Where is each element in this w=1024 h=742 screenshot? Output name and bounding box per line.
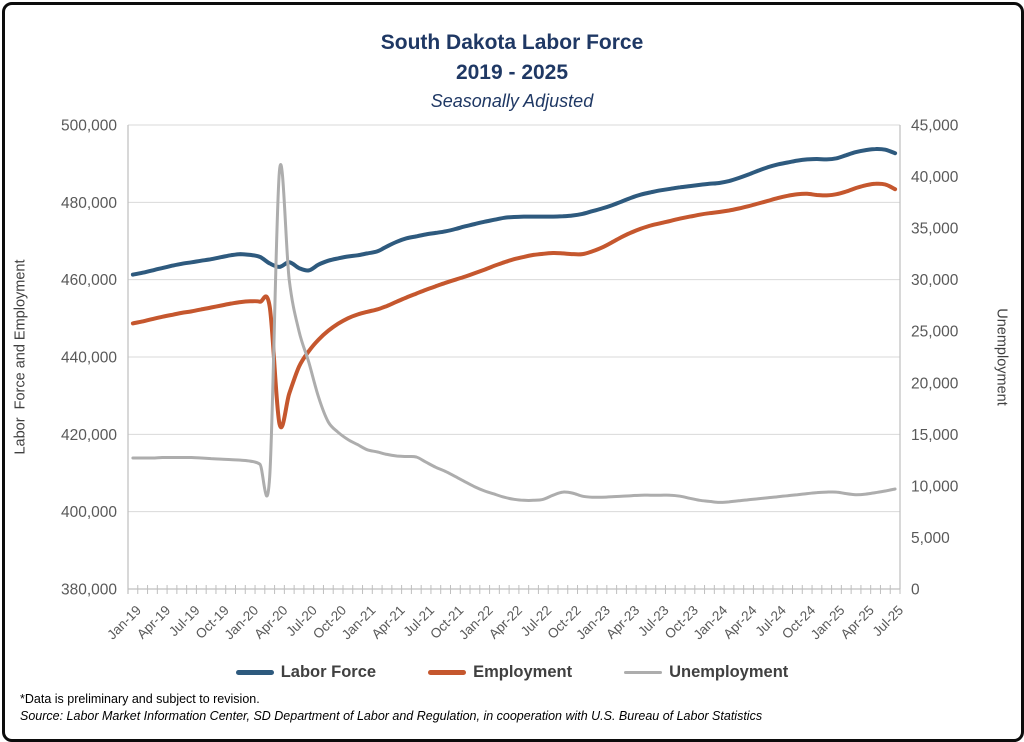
page-subtitle-years: 2019 - 2025 — [455, 61, 569, 84]
x-axis-tick-label: Apr-25 — [838, 603, 877, 642]
left-y-tick-label: 440,000 — [61, 350, 117, 367]
right-y-tick-label: 5,000 — [911, 530, 950, 547]
right-y-tick-label: 25,000 — [911, 324, 959, 341]
left-y-tick-label: 420,000 — [61, 427, 117, 444]
footnotes: *Data is preliminary and subject to revi… — [20, 691, 762, 725]
right-axis-title: Unemployment — [993, 308, 1010, 406]
page-title: South Dakota Labor Force — [380, 31, 644, 54]
legend-label-unemployment: Unemployment — [669, 663, 789, 681]
x-axis-tick-label: Apr-22 — [486, 603, 525, 642]
legend: Labor Force Employment Unemployment — [0, 663, 1024, 682]
x-axis-tick-label: Jul-25 — [870, 603, 907, 640]
right-y-tick-label: 30,000 — [911, 272, 959, 289]
right-y-tick-label: 40,000 — [911, 169, 959, 186]
legend-item-labor-force: Labor Force — [235, 663, 377, 682]
footnote-source: Source: Labor Market Information Center,… — [20, 709, 763, 723]
x-axis-tick-label: Apr-21 — [369, 603, 408, 642]
employment-line — [130, 181, 898, 430]
right-y-tick-label: 10,000 — [911, 478, 959, 495]
labor-force-line-swatch — [235, 670, 274, 675]
unemployment-line — [131, 163, 897, 504]
labor-force-line — [130, 146, 898, 277]
footnote-preliminary: *Data is preliminary and subject to revi… — [20, 692, 260, 706]
left-y-tick-label: 500,000 — [61, 118, 117, 135]
right-y-tick-label: 0 — [911, 582, 920, 599]
legend-label-labor-force: Labor Force — [280, 663, 377, 681]
right-y-tick-label: 45,000 — [911, 118, 959, 135]
left-y-tick-label: 380,000 — [61, 582, 117, 599]
right-y-tick-label: 35,000 — [911, 221, 959, 238]
left-axis-title: Labor Force and Employment — [12, 259, 29, 455]
right-y-tick-label: 20,000 — [911, 375, 959, 392]
legend-label-employment: Employment — [473, 663, 573, 681]
right-y-tick-label: 15,000 — [911, 427, 959, 444]
title-block: South Dakota Labor Force 2019 - 2025 Sea… — [0, 28, 1024, 115]
employment-line-swatch — [428, 670, 467, 675]
left-y-tick-label: 460,000 — [61, 272, 117, 289]
x-axis-tick-label: Apr-20 — [251, 603, 290, 642]
x-axis-tick-label: Apr-19 — [134, 603, 173, 642]
left-y-tick-label: 400,000 — [61, 504, 117, 521]
x-axis-tick-label: Apr-24 — [720, 602, 760, 642]
legend-item-unemployment: Unemployment — [624, 663, 788, 682]
legend-item-employment: Employment — [428, 663, 572, 682]
left-y-tick-label: 480,000 — [61, 195, 117, 212]
unemployment-line-swatch — [624, 671, 663, 674]
page-subtitle-adjusted: Seasonally Adjusted — [430, 91, 594, 111]
x-axis-tick-label: Apr-23 — [603, 603, 642, 642]
